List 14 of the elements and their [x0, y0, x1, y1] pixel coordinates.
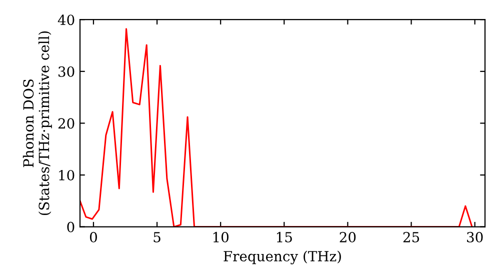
y-tick-label: 30: [58, 66, 74, 77]
y-tick-label: 0: [67, 222, 74, 232]
x-axis-title: Frequency (THz): [224, 250, 341, 264]
x-tick-label: 15: [277, 232, 292, 242]
x-tick-label: 5: [154, 232, 160, 242]
y-tick-label: 40: [58, 14, 74, 26]
y-axis-title: Phonon DOS (States/THz·primitive cell): [22, 31, 52, 216]
x-tick-label: 20: [340, 232, 356, 242]
y-tick-label: 10: [59, 170, 74, 180]
x-tick-label: 25: [403, 232, 420, 242]
x-tick-label: 0: [90, 232, 97, 242]
x-tick-label: 10: [213, 232, 229, 242]
x-tick-label: 30: [467, 232, 483, 242]
y-tick-label: 20: [58, 118, 74, 129]
